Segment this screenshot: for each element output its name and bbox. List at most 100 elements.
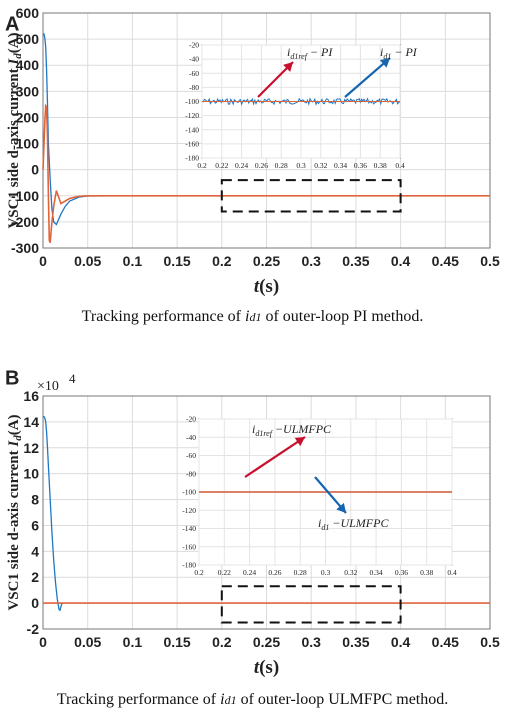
y-tick-label: 4 xyxy=(31,543,39,559)
inset-x-tick-label: 0.3 xyxy=(321,568,331,577)
x-tick-label: 0.05 xyxy=(74,634,101,650)
inset-x-tick-label: 0.4 xyxy=(395,161,405,170)
inset-x-tick-label: 0.22 xyxy=(218,568,231,577)
x-tick-label: 0.25 xyxy=(253,634,280,650)
x-tick-label: 0.15 xyxy=(163,253,190,269)
inset-label-actual: id1 − PI xyxy=(380,45,418,61)
zoom-box xyxy=(220,179,402,213)
x-tick-label: 0.1 xyxy=(123,634,143,650)
inset-y-tick-label: -120 xyxy=(185,111,199,120)
x-tick-label: 0 xyxy=(39,634,47,650)
plot-frame xyxy=(42,395,491,630)
inset-x-tick-label: 0.32 xyxy=(344,568,357,577)
inset-y-tick-label: -180 xyxy=(182,561,196,570)
inset-arrow-actual-head xyxy=(336,502,346,513)
x-tick-label: 0.5 xyxy=(480,253,500,269)
x-tick-label: 0.35 xyxy=(342,253,369,269)
inset-x-tick-label: 0.4 xyxy=(447,568,457,577)
caption-b: Tracking performance of id1 of outer-loo… xyxy=(0,691,505,709)
inset-label-ref: id1ref −ULMFPC xyxy=(252,422,332,438)
y-tick-label: -100 xyxy=(11,188,39,204)
caption-a-post: of outer-loop PI method. xyxy=(261,308,424,325)
panel-b: 0 0.05 0.1 0.15 0.2 0.25 0.3 0.35 0.4 0.45 0.5-202… xyxy=(5,368,500,678)
panel-letter: B xyxy=(5,368,19,390)
y-axis-label: VSC1 side d-axis current Id(A) xyxy=(6,32,24,228)
inset-x-tick-label: 0.26 xyxy=(255,161,268,170)
inset-series-actual xyxy=(201,97,401,107)
inset-y-tick-label: -100 xyxy=(185,97,199,106)
inset-y-tick-label: -40 xyxy=(186,433,196,442)
inset-x-tick-label: 0.38 xyxy=(420,568,433,577)
x-tick-label: 0.2 xyxy=(212,634,232,650)
inset-y-tick-label: -140 xyxy=(185,125,199,134)
x-tick-label: 0.15 xyxy=(163,634,190,650)
inset-x-tick-label: 0.38 xyxy=(374,161,387,170)
y-tick-label: 16 xyxy=(23,388,39,404)
series-line-actual xyxy=(43,416,64,612)
x-tick-label: 0.3 xyxy=(301,634,321,650)
x-tick-label: 0.45 xyxy=(432,253,459,269)
inset-arrow-actual-head xyxy=(379,58,390,68)
y-tick-label: 300 xyxy=(16,83,40,99)
inset-x-tick-label: 0.34 xyxy=(334,161,347,170)
y-tick-label: -300 xyxy=(11,240,39,256)
inset-x-tick-label: 0.28 xyxy=(294,568,307,577)
x-tick-label: 0.2 xyxy=(212,253,232,269)
x-tick-label: 0.05 xyxy=(74,253,101,269)
caption-b-sub: d1 xyxy=(224,693,237,707)
inset-y-tick-label: -80 xyxy=(189,83,199,92)
inset-y-tick-label: -60 xyxy=(189,69,199,78)
x-tick-label: 0.45 xyxy=(432,634,459,650)
y-tick-label: 400 xyxy=(16,57,40,73)
caption-a-sub: d1 xyxy=(249,310,262,324)
y-axis-label: VSC1 side d-axis current Id(A) xyxy=(6,414,24,610)
inset-y-tick-label: -120 xyxy=(182,506,196,515)
y-tick-label: 8 xyxy=(31,492,39,508)
y-tick-label: 0 xyxy=(31,595,39,611)
inset-arrow-actual xyxy=(344,57,391,98)
panel-letter: A xyxy=(5,14,19,36)
y-tick-label: 200 xyxy=(16,109,40,125)
inset-x-tick-label: 0.2 xyxy=(194,568,204,577)
caption-b-pre: Tracking performance of xyxy=(56,691,221,708)
x-tick-label: 0.4 xyxy=(391,634,411,650)
inset-y-tick-label: -20 xyxy=(186,415,196,424)
x-axis-label: t(s) xyxy=(254,657,279,678)
inset-x-tick-label: 0.3 xyxy=(296,161,306,170)
y-tick-label: 12 xyxy=(23,440,39,456)
caption-b-var: i xyxy=(220,691,225,708)
inset-x-tick-label: 0.34 xyxy=(370,568,383,577)
y-tick-label: 2 xyxy=(31,569,39,585)
inset-label-ref: id1ref − PI xyxy=(287,45,333,61)
y-tick-label: 600 xyxy=(16,5,40,21)
inset-arrow-ref xyxy=(244,436,306,478)
y-tick-label: -2 xyxy=(27,621,40,637)
inset-y-tick-label: -20 xyxy=(189,41,199,50)
series-line-ref xyxy=(42,103,490,244)
panel-a: 0 0.05 0.1 0.15 0.2 0.25 0.3 0.35 0.4 0.45 0.5 -300… xyxy=(5,5,500,297)
x-tick-label: 0.3 xyxy=(301,253,321,269)
y-tick-label: 10 xyxy=(23,466,39,482)
plot-frame xyxy=(42,12,491,249)
inset-y-tick-label: -60 xyxy=(186,451,196,460)
inset-x-tick-label: 0.32 xyxy=(314,161,327,170)
inset-y-tick-label: -100 xyxy=(182,488,196,497)
inset-x-tick-label: 0.36 xyxy=(395,568,408,577)
inset-x-tick-label: 0.2 xyxy=(197,161,207,170)
inset-y-tick-label: -40 xyxy=(189,55,199,64)
inset-arrow-ref-head xyxy=(283,62,293,72)
inset-arrow-ref-head xyxy=(294,437,305,447)
x-tick-label: 0.35 xyxy=(342,634,369,650)
inset-y-tick-label: -180 xyxy=(185,154,199,163)
y-multiplier-exp: 4 xyxy=(69,371,76,386)
inset-x-tick-label: 0.36 xyxy=(354,161,367,170)
caption-a-var: i xyxy=(245,308,250,325)
inset-x-tick-label: 0.28 xyxy=(275,161,288,170)
y-tick-label: -200 xyxy=(11,214,39,230)
inset-x-tick-label: 0.24 xyxy=(235,161,248,170)
y-tick-label: 100 xyxy=(16,136,40,152)
inset-label-actual: id1 −ULMFPC xyxy=(318,516,389,532)
inset-y-tick-label: -160 xyxy=(185,139,199,148)
caption-a-pre: Tracking performance of xyxy=(81,308,246,325)
